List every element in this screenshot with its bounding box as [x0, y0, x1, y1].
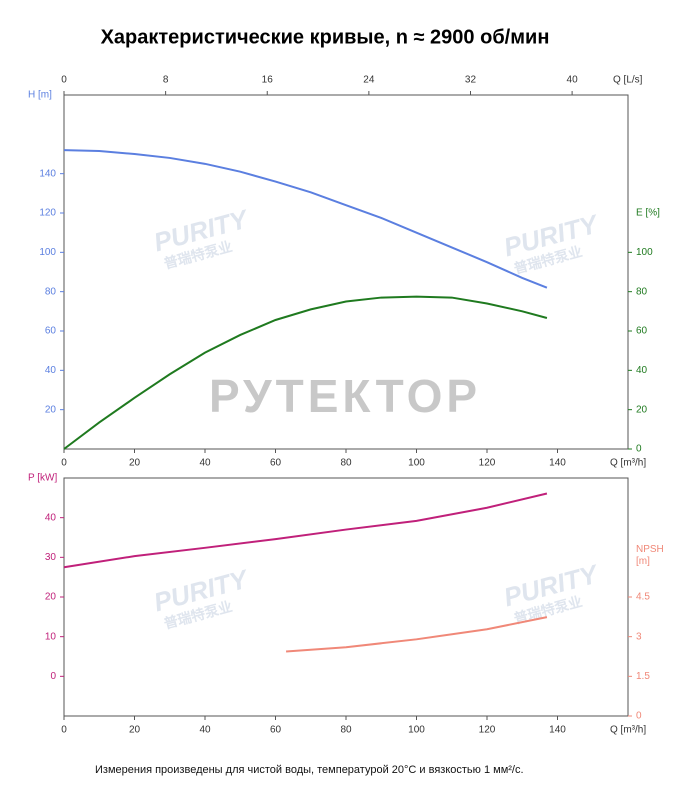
series-line [286, 616, 548, 653]
x2-tick-label: 32 [465, 75, 477, 86]
y-tick-label: 100 [39, 247, 56, 258]
x-tick-label: 100 [408, 725, 425, 736]
y2-tick-label: 40 [636, 365, 648, 376]
watermark: РУТЕКТОР [209, 370, 481, 422]
x2-axis-label: Q [L/s] [613, 75, 643, 86]
y2-tick-label: 1.5 [636, 671, 650, 682]
x-tick-label: 80 [340, 458, 352, 469]
y2-tick-label: 0 [636, 444, 642, 455]
x2-tick-label: 16 [262, 75, 274, 86]
y-axis-label: H [m] [28, 90, 52, 101]
y-tick-label: 120 [39, 208, 56, 219]
x-axis-label: Q [m³/h] [610, 725, 646, 736]
y2-tick-label: 0 [636, 711, 642, 722]
x-tick-label: 140 [549, 725, 566, 736]
chart-title: Характеристические кривые, n ≈ 2900 об/м… [101, 26, 550, 48]
x2-tick-label: 24 [363, 75, 375, 86]
footnote: Измерения произведены для чистой воды, т… [95, 764, 524, 776]
y-tick-label: 20 [45, 404, 57, 415]
y-axis-label: P [kW] [28, 473, 57, 484]
x2-tick-label: 0 [61, 75, 67, 86]
y-tick-label: 80 [45, 286, 57, 297]
series-line [63, 149, 548, 289]
y2-tick-label: 100 [636, 247, 653, 258]
x-tick-label: 20 [129, 725, 141, 736]
y-tick-label: 60 [45, 326, 57, 337]
y2-tick-label: 80 [636, 286, 648, 297]
x-tick-label: 140 [549, 458, 566, 469]
x-tick-label: 0 [61, 458, 67, 469]
x-tick-label: 40 [199, 458, 211, 469]
x-tick-label: 120 [479, 725, 496, 736]
x-tick-label: 20 [129, 458, 141, 469]
x2-tick-label: 40 [567, 75, 579, 86]
y2-tick-label: 20 [636, 404, 648, 415]
x-tick-label: 100 [408, 458, 425, 469]
x-axis-label: Q [m³/h] [610, 458, 646, 469]
x-tick-label: 120 [479, 458, 496, 469]
y-tick-label: 140 [39, 168, 56, 179]
y-tick-label: 0 [50, 671, 56, 682]
y2-tick-label: 4.5 [636, 592, 650, 603]
y-tick-label: 40 [45, 365, 57, 376]
y2-tick-label: 60 [636, 326, 648, 337]
series-line [63, 492, 548, 569]
x-tick-label: 80 [340, 725, 352, 736]
x2-tick-label: 8 [163, 75, 169, 86]
y2-tick-label: 3 [636, 631, 642, 642]
series-line [63, 295, 548, 450]
x-tick-label: 40 [199, 725, 211, 736]
y-tick-label: 20 [45, 592, 57, 603]
y2-axis-label: E [%] [636, 208, 660, 219]
x-tick-label: 60 [270, 458, 282, 469]
y-tick-label: 10 [45, 631, 57, 642]
y-tick-label: 30 [45, 552, 57, 563]
y-tick-label: 40 [45, 512, 57, 523]
x-tick-label: 0 [61, 725, 67, 736]
x-tick-label: 60 [270, 725, 282, 736]
y2-axis-label: NPSH [m] [636, 544, 664, 567]
